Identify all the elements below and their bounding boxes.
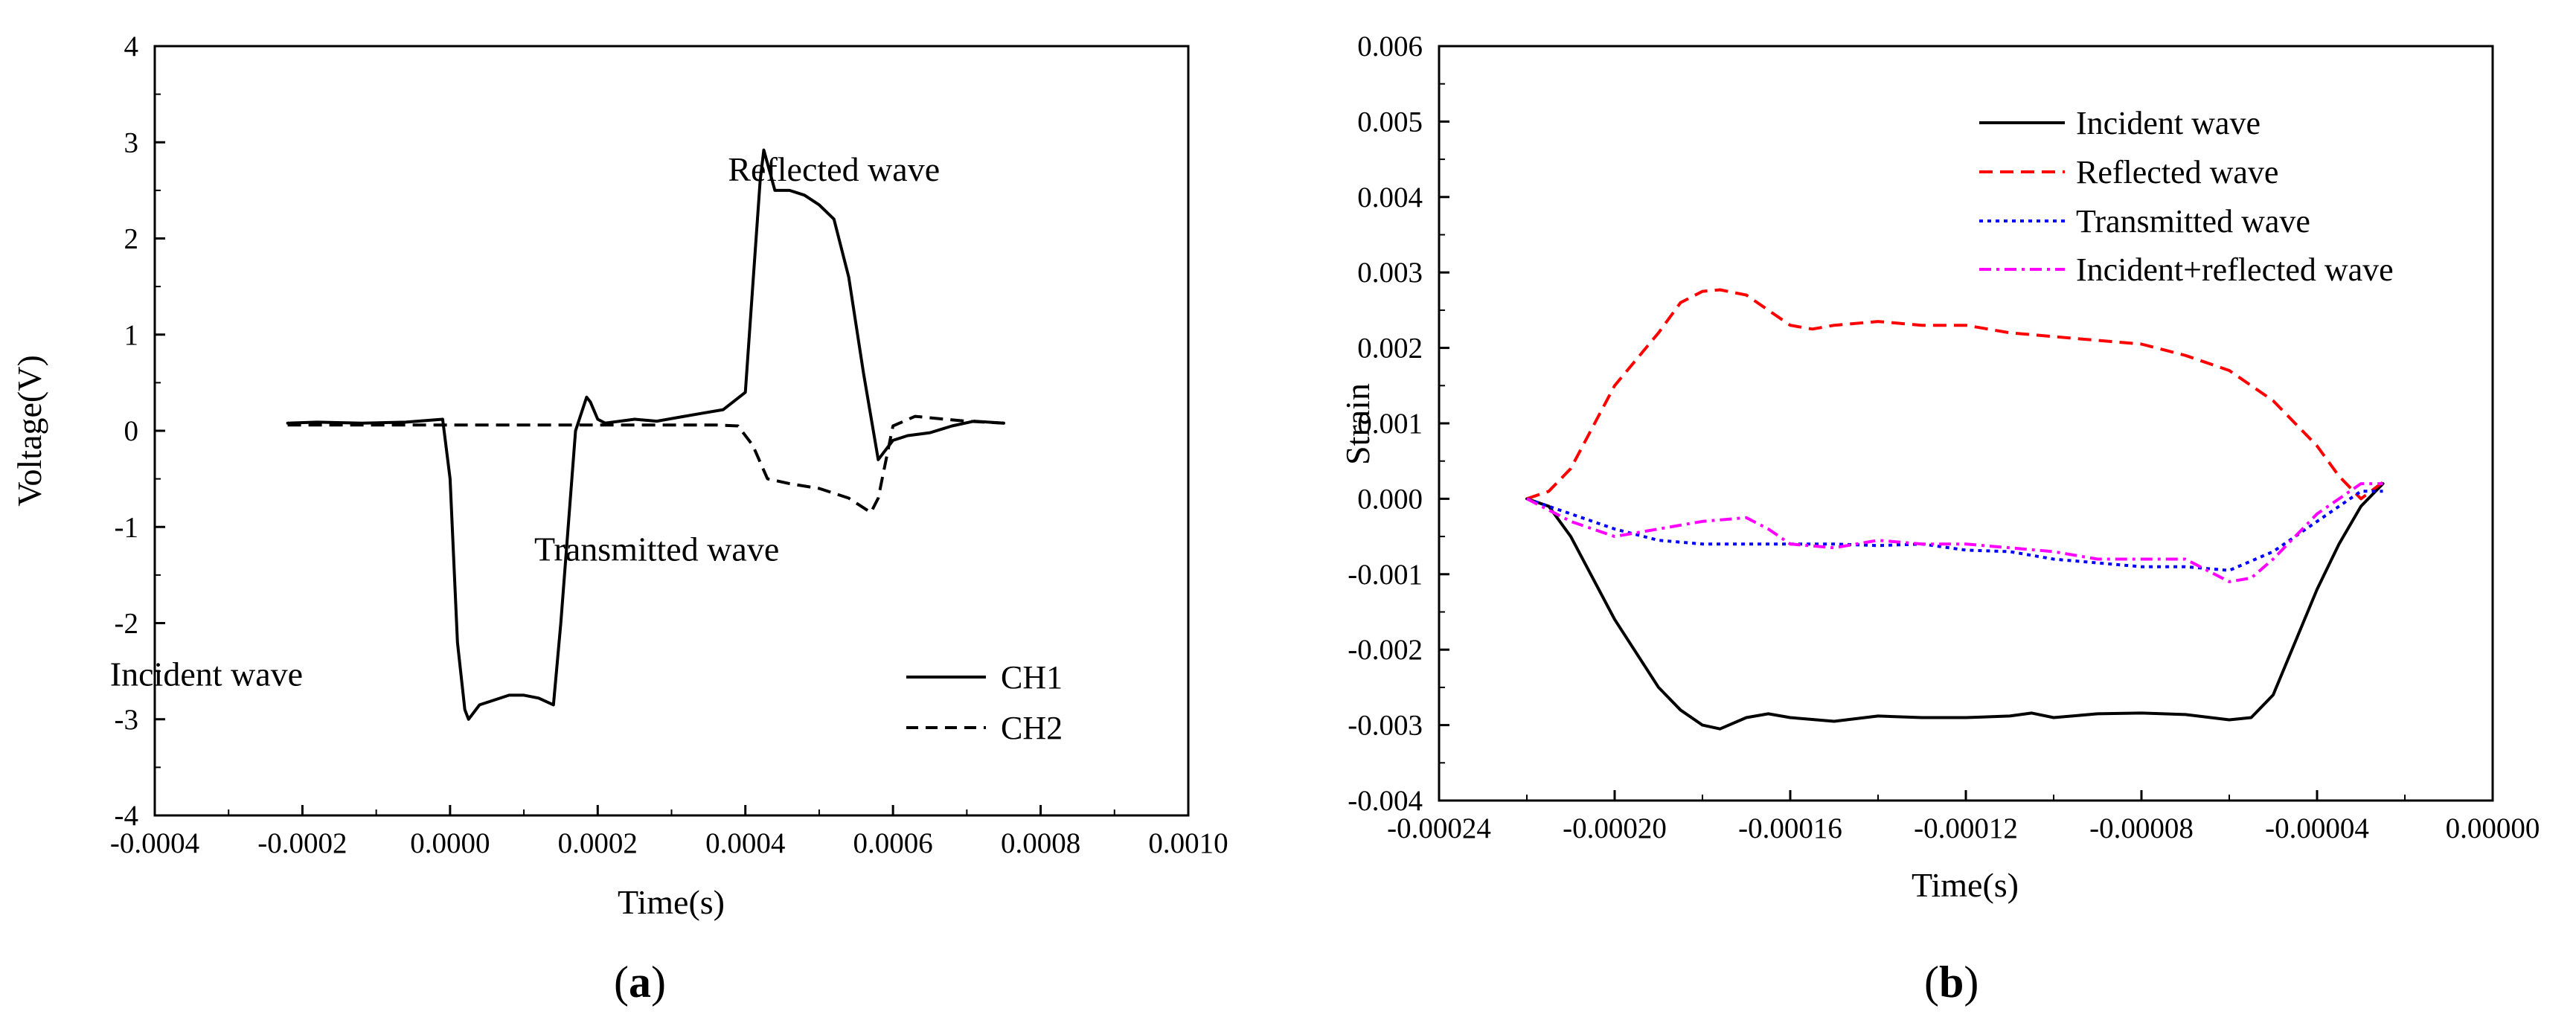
x-tick-label: -0.00012 bbox=[1914, 812, 2018, 844]
y-tick-label: 0 bbox=[124, 415, 139, 447]
series-line-reflected-wave bbox=[1526, 288, 2384, 501]
series-line-incident-wave bbox=[1525, 482, 2385, 731]
y-tick-label: 0.000 bbox=[1357, 483, 1423, 515]
y-tick-label: 2 bbox=[124, 223, 139, 255]
x-tick-label: 0.0004 bbox=[705, 827, 785, 859]
x-tick-label: 0.0010 bbox=[1148, 827, 1228, 859]
series-line-incident-reflected-wave bbox=[1526, 482, 2383, 583]
y-tick-label: -3 bbox=[115, 704, 139, 736]
y-tick-label: -0.004 bbox=[1348, 785, 1423, 817]
chart-a-series bbox=[286, 148, 1005, 721]
y-tick-label: -0.003 bbox=[1348, 710, 1423, 742]
y-tick-label: 0.003 bbox=[1357, 257, 1423, 289]
y-tick-label: 0.004 bbox=[1357, 182, 1423, 214]
chart-b-ticks: -0.00024 -0.00020 -0.00016 -0.00012 -0.00008… bbox=[1348, 31, 2540, 844]
panel-label-a: (a) bbox=[614, 958, 666, 1007]
annotation-transmitted-wave: Transmitted wave bbox=[534, 530, 779, 568]
x-tick-label: 0.00000 bbox=[2446, 812, 2540, 844]
y-tick-label: 0.006 bbox=[1357, 31, 1423, 62]
y-tick-label: -1 bbox=[115, 511, 139, 543]
chart-a-legend: CH1 CH2 bbox=[906, 659, 1063, 746]
chart-b: -0.00024 -0.00020 -0.00016 -0.00012 -0.00008… bbox=[1339, 31, 2540, 1007]
y-tick-label: 0.005 bbox=[1357, 106, 1423, 138]
y-tick-label: -0.002 bbox=[1348, 634, 1423, 666]
x-tick-label: -0.0002 bbox=[257, 827, 347, 859]
chart-a: -0.0004 -0.0002 0.0000 0.0002 0.0004 0.0006 0.… bbox=[10, 31, 1228, 1007]
x-tick-label: -0.00016 bbox=[1738, 812, 1842, 844]
x-tick-label: -0.00004 bbox=[2265, 812, 2369, 844]
y-tick-label: 3 bbox=[124, 126, 139, 158]
x-tick-label: 0.0000 bbox=[410, 827, 490, 859]
x-tick-label: 0.0006 bbox=[853, 827, 933, 859]
legend-incident-reflected-label: Incident+reflected wave bbox=[2076, 251, 2394, 288]
y-tick-label: -0.001 bbox=[1348, 559, 1423, 591]
x-tick-label: 0.0008 bbox=[1001, 827, 1080, 859]
legend-ch1-label: CH1 bbox=[1001, 659, 1063, 696]
chart-b-ylabel: Strain bbox=[1339, 383, 1377, 465]
legend-transmitted-label: Transmitted wave bbox=[2076, 203, 2310, 240]
x-tick-label: 0.0002 bbox=[558, 827, 638, 859]
series-line-ch1 bbox=[286, 148, 1005, 721]
y-tick-label: 4 bbox=[124, 31, 139, 62]
y-tick-label: 0.002 bbox=[1357, 333, 1423, 365]
annotation-incident-wave: Incident wave bbox=[110, 655, 303, 693]
chart-a-annotations: Reflected wave Transmitted wave Incident w… bbox=[110, 150, 940, 693]
legend-incident-label: Incident wave bbox=[2076, 105, 2261, 141]
y-tick-label: 1 bbox=[124, 319, 139, 351]
y-tick-label: -4 bbox=[115, 800, 139, 832]
x-tick-label: -0.0004 bbox=[110, 827, 199, 859]
x-tick-label: -0.00008 bbox=[2089, 812, 2194, 844]
x-tick-label: -0.00020 bbox=[1563, 812, 1667, 844]
chart-a-ylabel: Voltage(V) bbox=[10, 355, 48, 507]
series-line-ch2 bbox=[287, 414, 1005, 514]
y-tick-label: 0.001 bbox=[1357, 408, 1423, 440]
annotation-reflected-wave: Reflected wave bbox=[728, 150, 940, 188]
chart-a-ticks: -0.0004 -0.0002 0.0000 0.0002 0.0004 0.0006 0.… bbox=[110, 31, 1228, 859]
chart-b-legend: Incident wave Reflected wave Transmitted… bbox=[1979, 105, 2394, 288]
chart-a-xlabel: Time(s) bbox=[618, 883, 725, 921]
chart-b-series bbox=[1525, 288, 2385, 731]
panel-label-b: (b) bbox=[1924, 958, 1979, 1007]
chart-b-xlabel: Time(s) bbox=[1912, 866, 2019, 904]
x-tick-label: -0.00024 bbox=[1387, 812, 1491, 844]
y-tick-label: -2 bbox=[115, 608, 139, 640]
legend-reflected-label: Reflected wave bbox=[2076, 154, 2278, 190]
legend-ch2-label: CH2 bbox=[1001, 710, 1063, 746]
